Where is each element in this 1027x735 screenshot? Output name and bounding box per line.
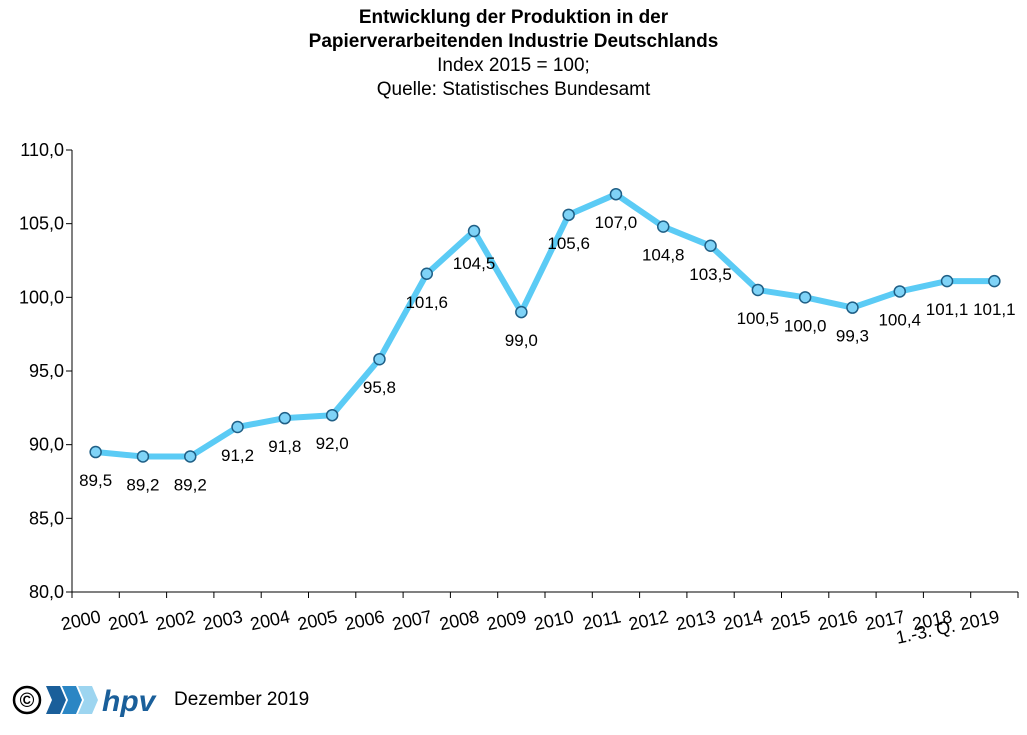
logo-chevron-2-icon xyxy=(62,686,82,714)
data-point xyxy=(325,408,339,422)
data-point xyxy=(231,420,244,434)
x-tick-label: 2000 xyxy=(59,606,102,634)
y-tick-label: 95,0 xyxy=(29,361,64,381)
data-label: 105,6 xyxy=(547,234,590,253)
data-label: 100,5 xyxy=(737,309,780,328)
data-point xyxy=(420,267,433,281)
data-point xyxy=(940,274,954,288)
x-tick-label: 2011 xyxy=(581,606,623,634)
data-point xyxy=(89,445,102,459)
x-tick-label: 2001 xyxy=(106,606,149,634)
data-point xyxy=(988,274,1001,288)
data-label: 91,2 xyxy=(221,446,254,465)
y-tick-label: 110,0 xyxy=(20,140,64,160)
x-tick-label: 2007 xyxy=(390,606,433,634)
x-tick-label: 2013 xyxy=(674,606,717,634)
x-tick-label: 2009 xyxy=(485,606,528,634)
logo-chevron-3-icon xyxy=(78,686,98,714)
copyright-icon: © xyxy=(20,690,35,712)
x-tick-label: 2014 xyxy=(721,606,764,634)
data-label: 101,6 xyxy=(405,293,448,312)
data-point xyxy=(562,208,575,222)
y-tick-label: 85,0 xyxy=(29,508,64,528)
data-label: 101,1 xyxy=(926,300,969,319)
data-point xyxy=(657,220,670,233)
footer-date: Dezember 2019 xyxy=(174,689,310,710)
copyright-circle xyxy=(12,685,42,715)
data-label: 100,4 xyxy=(878,310,921,329)
series-line xyxy=(92,191,998,460)
y-tick-label: 100,0 xyxy=(19,287,64,307)
data-label: 92,0 xyxy=(316,434,349,453)
x-tick-label: 2012 xyxy=(627,606,670,634)
x-tick-label: 2003 xyxy=(201,606,244,634)
chart-subtitle-line-1: Index 2015 = 100; xyxy=(437,55,590,76)
x-tick-label: 2006 xyxy=(343,606,386,634)
x-tick-label: 2005 xyxy=(296,606,339,634)
data-label: 103,5 xyxy=(689,265,732,284)
chart-title-block: Entwicklung der Produktion in der Papier… xyxy=(0,6,1027,102)
data-label: 95,8 xyxy=(363,378,396,397)
data-label: 99,3 xyxy=(836,327,869,346)
x-tick-label: 2015 xyxy=(769,606,812,634)
data-label: 104,5 xyxy=(453,254,496,273)
data-point xyxy=(798,291,812,304)
data-label: 91,8 xyxy=(268,437,301,456)
y-tick-label: 105,0 xyxy=(19,214,64,234)
data-label: 99,0 xyxy=(505,331,538,350)
data-point xyxy=(846,301,859,314)
data-label: 104,8 xyxy=(642,246,685,265)
x-tick-label: 2002 xyxy=(154,606,197,634)
logo-chevron-1-icon xyxy=(46,686,66,714)
logo-wordmark: hpv xyxy=(102,685,158,718)
chart-subtitle-line-2: Quelle: Statistisches Bundesamt xyxy=(376,79,651,100)
x-tick-label: 2008 xyxy=(438,606,481,634)
data-point xyxy=(893,285,906,298)
hpv-logo: © hpv xyxy=(12,685,158,718)
data-label: 89,5 xyxy=(79,471,112,490)
data-label: 100,0 xyxy=(784,316,827,335)
data-point xyxy=(467,224,481,238)
data-point xyxy=(373,352,386,366)
data-point xyxy=(278,411,292,425)
x-tick-label: 2016 xyxy=(816,606,859,634)
data-point xyxy=(704,239,717,253)
chart-title-line-2: Papierverarbeitenden Industrie Deutschla… xyxy=(308,31,719,52)
data-point xyxy=(136,450,150,463)
x-tick-label: 2004 xyxy=(248,606,291,634)
data-point xyxy=(184,450,197,463)
data-label: 89,2 xyxy=(126,475,159,494)
x-tick-label: 2010 xyxy=(532,606,575,634)
footer: © hpv Dezember 2019 xyxy=(10,680,309,720)
data-point xyxy=(609,187,623,201)
data-point xyxy=(751,283,765,297)
data-label: 89,2 xyxy=(174,475,207,494)
data-point xyxy=(515,305,528,319)
chart-title-line-1: Entwicklung der Produktion in der xyxy=(358,7,669,28)
y-tick-label: 90,0 xyxy=(29,435,64,455)
data-label: 107,0 xyxy=(595,213,638,232)
data-label: 101,1 xyxy=(973,300,1016,319)
y-tick-label: 80,0 xyxy=(29,582,64,602)
